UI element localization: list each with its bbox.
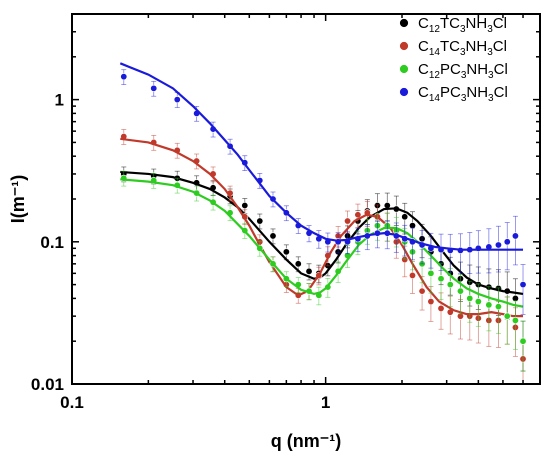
data-point <box>511 316 519 324</box>
x-tick-label: 1 <box>321 393 330 412</box>
series-2 <box>120 170 527 372</box>
y-tick-label: 1 <box>55 91 64 110</box>
legend-label: C14TC3NH3Cl <box>418 38 507 58</box>
data-point <box>173 96 181 104</box>
fit-line <box>120 170 524 296</box>
data-point <box>305 267 313 275</box>
data-point <box>418 287 426 295</box>
y-axis-title: I(m⁻¹) <box>8 175 28 224</box>
legend-marker <box>399 41 409 51</box>
data-point <box>485 301 493 309</box>
data-point <box>503 238 511 246</box>
legend-label: C14PC3NH3Cl <box>418 84 508 104</box>
data-point <box>256 217 264 225</box>
data-point <box>120 73 128 81</box>
data-point <box>408 271 416 279</box>
data-point <box>437 304 445 312</box>
data-point <box>150 84 158 92</box>
data-point <box>494 241 502 249</box>
legend-label: C12PC3NH3Cl <box>418 61 508 81</box>
data-point <box>401 213 409 221</box>
y-tick-label: 0.1 <box>40 233 64 252</box>
data-point <box>282 248 290 256</box>
data-point <box>427 298 435 306</box>
data-point <box>446 281 454 289</box>
series-1 <box>120 129 527 384</box>
data-point <box>511 232 519 240</box>
data-point <box>241 202 249 210</box>
data-point <box>344 217 352 225</box>
data-point <box>294 260 302 268</box>
legend: C12TC3NH3Cl C14TC3NH3Cl C12PC3NH3Cl C14PC3N… <box>399 15 508 104</box>
data-point <box>474 298 482 306</box>
fit-line <box>120 178 524 308</box>
plot-area <box>119 62 527 384</box>
fit-line <box>119 62 524 251</box>
data-point <box>494 303 502 311</box>
plot-clip-group <box>119 62 527 384</box>
data-point <box>466 294 474 302</box>
legend-marker <box>399 64 409 74</box>
x-tick-label: 0.1 <box>60 393 84 412</box>
y-tick-label: 0.01 <box>31 375 64 394</box>
legend-marker <box>399 18 409 28</box>
data-point <box>519 281 527 289</box>
data-point <box>269 232 277 240</box>
data-point <box>503 312 511 320</box>
series-3 <box>119 62 527 315</box>
axes: 0.1 10.010.11q (nm⁻¹)I(m⁻¹) <box>8 13 541 451</box>
data-point <box>519 337 527 345</box>
x-axis-title: q (nm⁻¹) <box>271 431 341 451</box>
data-point <box>437 275 445 283</box>
data-point <box>354 211 362 219</box>
fit-line <box>120 137 524 318</box>
legend-label: C12TC3NH3Cl <box>418 15 507 35</box>
data-point <box>456 287 464 295</box>
legend-marker <box>399 87 409 97</box>
data-point <box>427 269 435 277</box>
